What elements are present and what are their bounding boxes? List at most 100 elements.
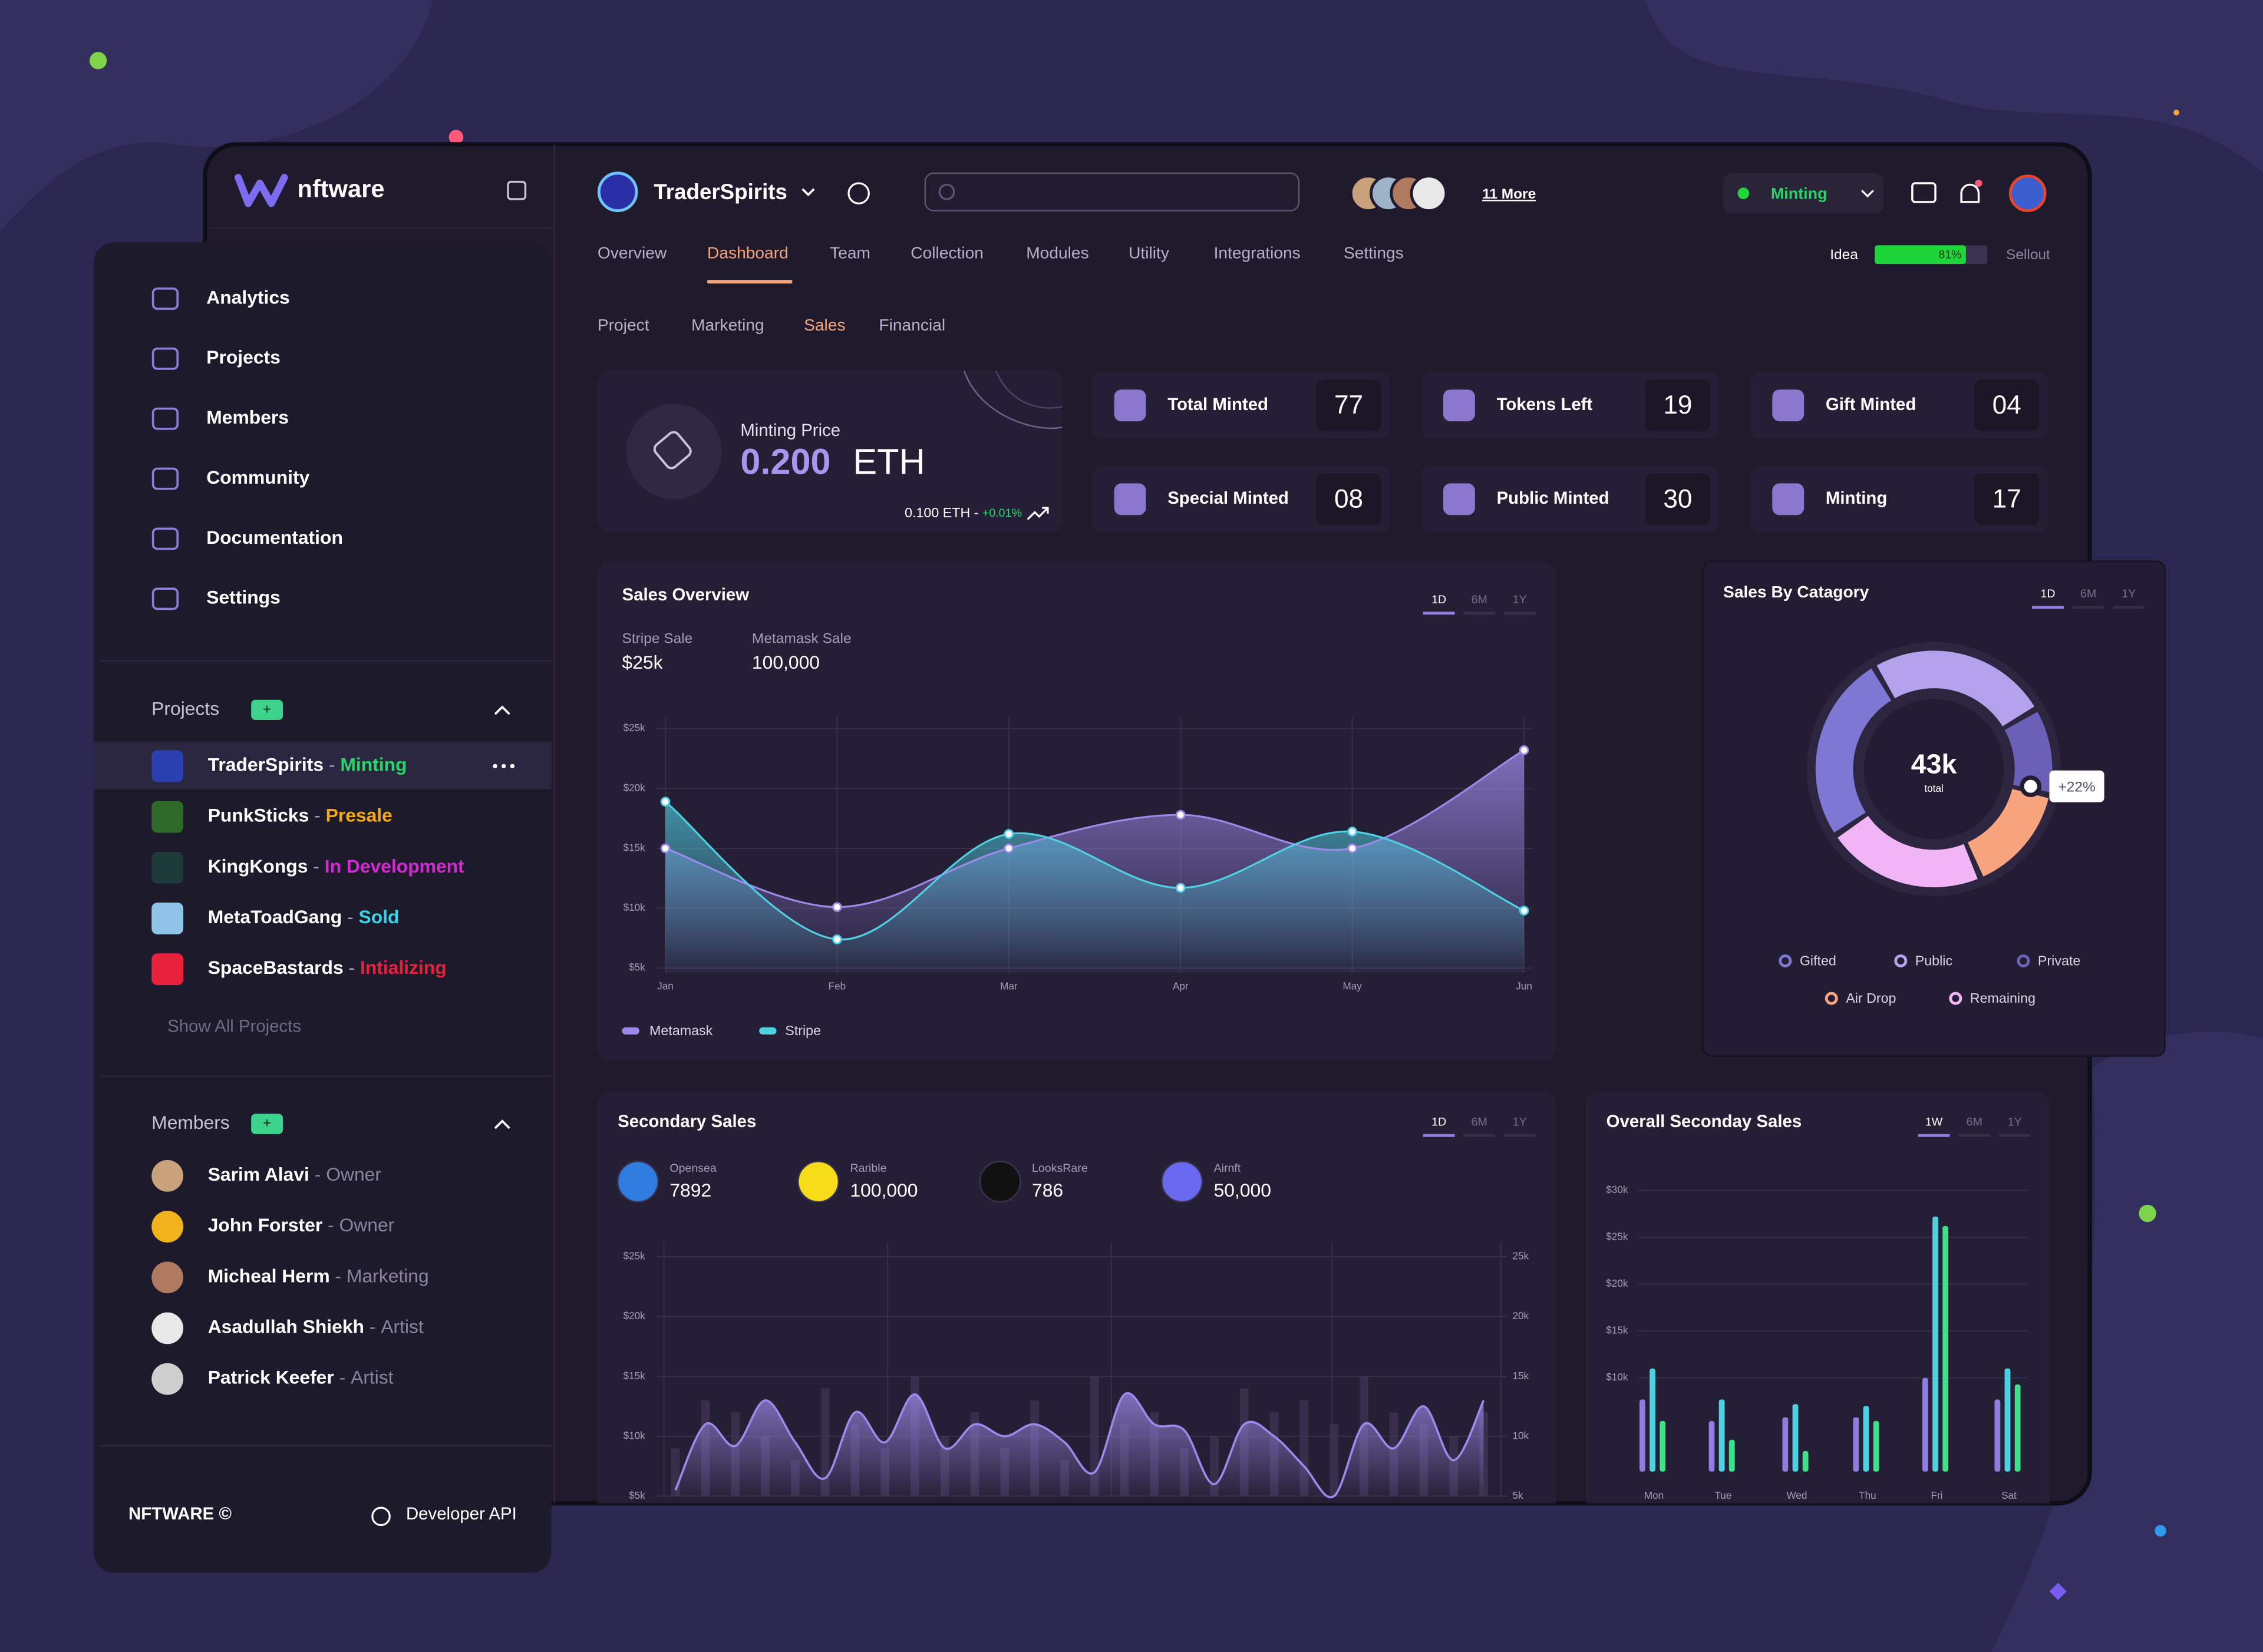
stat-value: 17	[1993, 484, 2021, 513]
stat-value-box	[1645, 473, 1711, 526]
project-item[interactable]: TraderSpirits - Minting	[208, 754, 407, 775]
y2-tick-label: 25k	[1513, 1250, 1529, 1262]
stat-value: 04	[1993, 391, 2021, 419]
legend-label: Stripe	[785, 1023, 821, 1038]
source-name: Opensea	[669, 1162, 717, 1175]
stat-value: 08	[1334, 484, 1363, 513]
show-all-link[interactable]: Show All Projects	[167, 1016, 301, 1036]
nav-icon	[151, 527, 179, 550]
search-box[interactable]	[924, 172, 1300, 212]
stat-label: Minting	[1826, 488, 1887, 508]
period-tab[interactable]: 6M	[1967, 1115, 1982, 1128]
period-tab[interactable]: 1Y	[2008, 1115, 2022, 1128]
period-tab[interactable]: 6M	[1472, 593, 1487, 606]
nav-item[interactable]: Settings	[206, 587, 281, 608]
tab[interactable]: Modules	[1026, 243, 1088, 262]
collapse-chevron[interactable]	[494, 705, 510, 715]
collapse-chevron[interactable]	[494, 1119, 510, 1129]
avatar	[1410, 174, 1448, 212]
nav-item[interactable]: Analytics	[206, 286, 290, 308]
subtab[interactable]: Project	[598, 316, 649, 334]
main-content: nftware TraderSpirits 11 More Minting Overvi…	[209, 144, 2050, 1504]
summary-value: $25k	[622, 652, 663, 673]
stat-label: Gift Minted	[1826, 395, 1916, 414]
bell-icon[interactable]	[1960, 183, 1980, 203]
member-role: Artist	[381, 1316, 424, 1337]
nav-item[interactable]: Documentation	[206, 527, 343, 548]
tab[interactable]: Settings	[1344, 243, 1404, 262]
subtab[interactable]: Financial	[879, 316, 945, 334]
tab[interactable]: Dashboard	[707, 243, 789, 262]
nav-icon	[151, 467, 179, 490]
period-tab[interactable]: 1Y	[2122, 587, 2136, 600]
project-item[interactable]: MetaToadGang - Sold	[208, 906, 400, 927]
period-tab[interactable]: 1Y	[1513, 593, 1527, 606]
stat-icon	[1772, 483, 1805, 516]
legend-label: Remaining	[1970, 990, 2036, 1006]
more-link[interactable]: 11 More	[1482, 186, 1536, 202]
project-item[interactable]: PunkSticks - Presale	[208, 805, 392, 826]
tab[interactable]: Overview	[598, 243, 667, 262]
project-item[interactable]: KingKongs - In Development	[208, 855, 464, 877]
member-avatar	[151, 1211, 184, 1243]
tab[interactable]: Collection	[911, 243, 984, 262]
period-tab[interactable]: 1Y	[1513, 1115, 1527, 1128]
status-dot	[1737, 187, 1750, 199]
period-tab[interactable]: 6M	[1472, 1115, 1487, 1128]
brand-name: nftware	[298, 174, 385, 202]
donut-segment	[1876, 650, 2035, 726]
period-tab[interactable]: 6M	[2080, 587, 2096, 600]
project-status: Minting	[340, 754, 407, 775]
project-logo	[597, 171, 638, 212]
nav-item[interactable]: Community	[206, 467, 309, 488]
member-item: Micheal Herm - Marketing	[208, 1266, 429, 1287]
line	[665, 801, 1525, 941]
subtab[interactable]: Sales	[804, 316, 845, 334]
stat-value-box	[1974, 473, 2040, 526]
section-title: Members	[151, 1112, 230, 1133]
bar	[1210, 1436, 1219, 1496]
subtab[interactable]: Marketing	[691, 316, 764, 334]
stat-card	[1421, 372, 1719, 439]
separator: -	[364, 1316, 381, 1337]
legend-marker	[1894, 954, 1908, 967]
legend-label: Metamask	[649, 1023, 713, 1038]
stat-label: Public Minted	[1497, 488, 1609, 508]
separator: -	[970, 505, 982, 520]
price-change: 0.100 ETH - +0.01%	[905, 505, 1022, 520]
period-tab[interactable]: 1D	[1431, 1115, 1446, 1128]
progress-label: 81%	[1938, 249, 1961, 262]
period-underline	[1918, 1134, 1950, 1137]
tab[interactable]: Integrations	[1214, 243, 1301, 262]
stat-icon	[1443, 483, 1475, 516]
price-icon	[653, 431, 692, 470]
wallet-icon[interactable]	[1911, 182, 1937, 203]
period-tab[interactable]: 1D	[1431, 593, 1446, 606]
price-base: 0.100 ETH	[905, 505, 970, 520]
status-pill[interactable]	[1723, 173, 1883, 214]
nav-item[interactable]: Members	[206, 407, 289, 428]
member-role: Artist	[351, 1367, 394, 1388]
period-underline	[1503, 612, 1536, 615]
collapse-icon[interactable]	[507, 180, 527, 200]
add-button[interactable]	[251, 699, 283, 721]
period-underline	[1423, 1134, 1455, 1137]
user-avatar[interactable]	[2008, 174, 2047, 212]
source-icon	[616, 1161, 659, 1203]
period-tab[interactable]: 1D	[2041, 587, 2056, 600]
tab[interactable]: Utility	[1129, 243, 1170, 262]
area-line	[674, 1392, 1485, 1499]
bar	[1853, 1417, 1859, 1472]
period-tab[interactable]: 1W	[1925, 1115, 1943, 1128]
project-name: SpaceBastards	[208, 957, 344, 979]
nav-item[interactable]: Projects	[206, 346, 281, 368]
tab[interactable]: Team	[830, 243, 870, 262]
project-item[interactable]: SpaceBastards - Intializing	[208, 957, 447, 979]
bar	[1922, 1377, 1928, 1472]
footer-api[interactable]: Developer API	[406, 1504, 517, 1524]
add-button[interactable]	[251, 1114, 283, 1134]
line-point	[1347, 843, 1358, 854]
member-item: Sarim Alavi - Owner	[208, 1164, 382, 1185]
source-name: Rarible	[850, 1162, 886, 1175]
project-name[interactable]: TraderSpirits	[654, 180, 787, 204]
